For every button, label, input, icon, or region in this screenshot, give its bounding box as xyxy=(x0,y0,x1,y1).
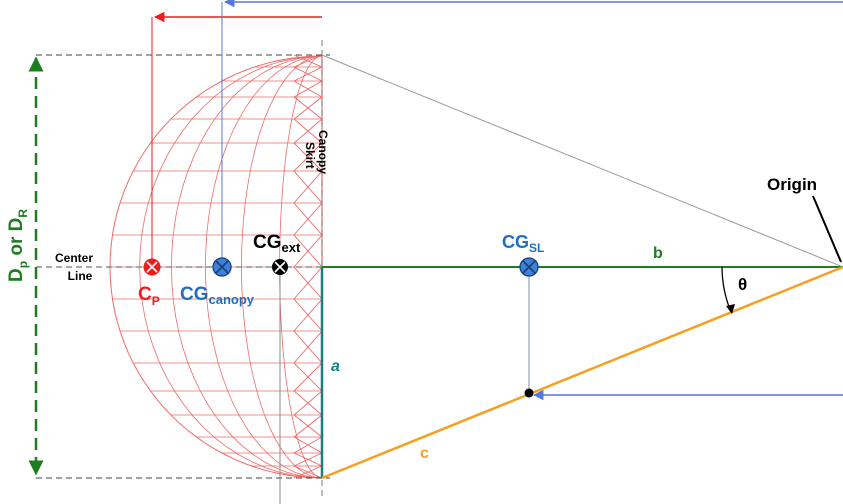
canopy-skirt-label-2: Skirt xyxy=(303,142,317,169)
side-b-label: b xyxy=(653,245,663,262)
skirt-to-origin-line xyxy=(322,55,843,267)
origin-pointer xyxy=(813,196,841,262)
cg-canopy-marker xyxy=(213,258,231,276)
line-c-point xyxy=(525,389,534,398)
side-a-label: a xyxy=(331,358,340,375)
side-c-label: c xyxy=(420,445,429,462)
cp-marker xyxy=(144,259,160,275)
theta-label: θ xyxy=(738,275,747,294)
cg-sl-marker xyxy=(520,258,538,276)
cg-ext-label: CGext xyxy=(253,232,301,255)
cg-sl-label: CGSL xyxy=(502,232,544,255)
diameter-label: Dp or DR xyxy=(6,209,30,282)
cg-ext-marker xyxy=(272,259,288,275)
center-line-label-2: Line xyxy=(68,269,93,283)
canopy-skirt-label: Canopy xyxy=(316,130,330,174)
cp-label: CP xyxy=(138,284,160,308)
center-line-label: Center xyxy=(55,251,93,265)
side-c-line xyxy=(322,267,843,478)
origin-label: Origin xyxy=(767,175,817,194)
cg-canopy-label: CGcanopy xyxy=(180,284,255,307)
